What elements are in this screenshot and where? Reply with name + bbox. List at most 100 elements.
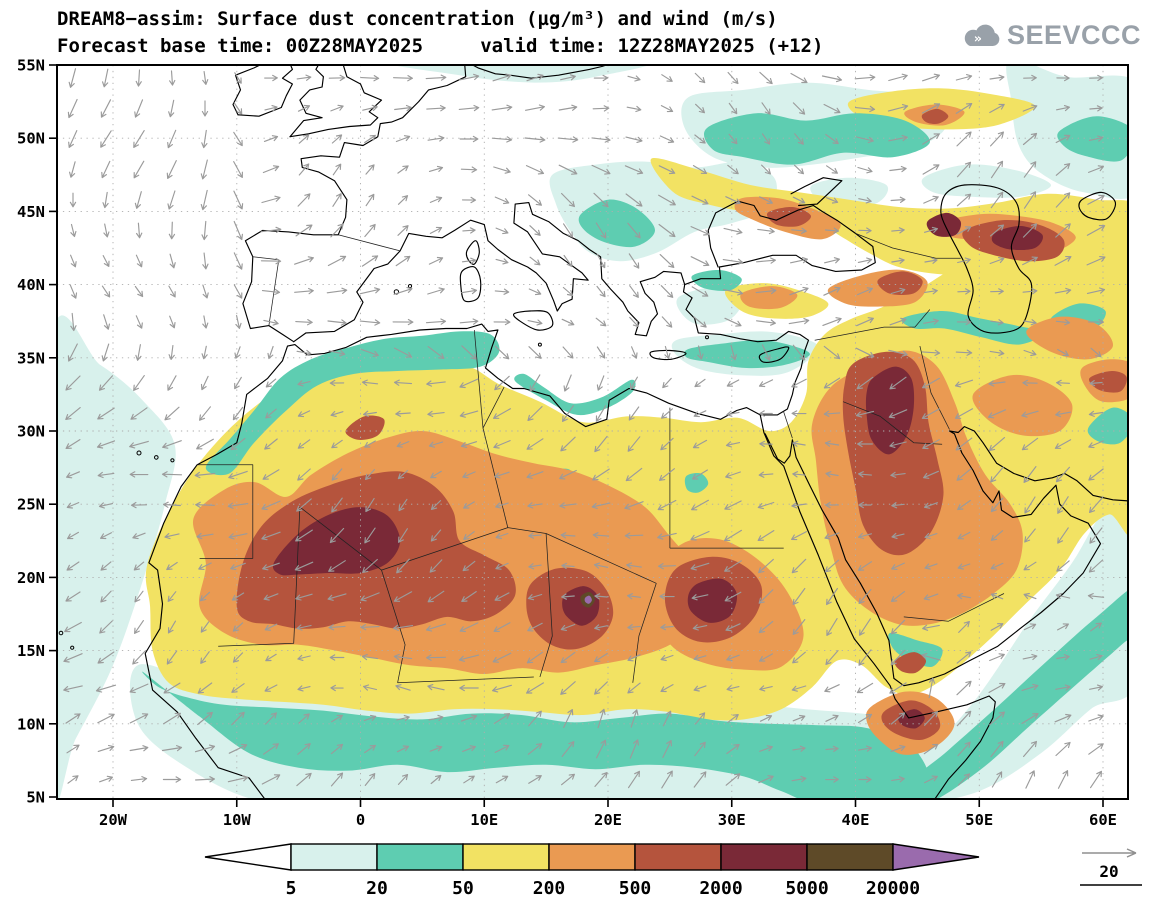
dust-fill-layer (57, 65, 1128, 799)
latitude-axis: 55N 50N 45N 40N 35N 30N 25N 20N 15N 10N 5N (17, 57, 57, 807)
lat-tick-label: 55N (17, 57, 45, 75)
coastline (759, 414, 996, 799)
lon-tick-label: 10E (470, 811, 498, 829)
dust-region-level-4 (972, 374, 1073, 437)
lat-tick-label: 10N (17, 715, 45, 733)
wind-vectors (63, 68, 1106, 789)
wind-reference: 20 (1080, 848, 1142, 886)
dust-region-level-1 (921, 164, 1052, 198)
dust-region-level-5 (345, 415, 385, 440)
coastline (512, 310, 554, 331)
cloud-chevron: » (974, 31, 982, 46)
coastline (289, 65, 383, 138)
coastline (1078, 191, 1117, 221)
dust-region-level-5 (921, 108, 949, 124)
dust-region-level-6 (865, 366, 915, 455)
colorbar-segment (720, 843, 808, 871)
country-border (218, 507, 301, 647)
colorbar-segment (806, 843, 894, 871)
colorbar-segment (376, 843, 464, 871)
lat-tick-label: 35N (17, 349, 45, 367)
coastline (758, 346, 790, 363)
dust-region-level-2 (684, 340, 810, 369)
lat-tick-label: 30N (17, 423, 45, 441)
lon-tick-label: 10W (223, 811, 252, 829)
coastline (459, 266, 482, 303)
lon-tick-label: 40E (842, 811, 870, 829)
island (70, 645, 75, 650)
dust-region-level-2 (684, 473, 709, 493)
colorbar-label: 50 (452, 878, 474, 899)
dust-region-level-5 (766, 206, 812, 227)
lon-tick-label: 20E (594, 811, 622, 829)
dust-region-level-1 (676, 287, 743, 325)
longitude-axis: 20W 10W 0 10E 20E 30E 40E 50E 60E (99, 799, 1117, 829)
colorbar-label: 20000 (866, 878, 920, 899)
country-border (381, 569, 406, 683)
coastline (144, 204, 876, 799)
map-canvas: 55N 50N 45N 40N 35N 30N 25N 20N 15N 10N 5N 20W 10W 0… (17, 57, 1129, 829)
country-border (855, 233, 961, 259)
colorbar-segment (290, 843, 378, 871)
lat-tick-label: 20N (17, 569, 45, 587)
dust-region-level-6 (272, 507, 401, 576)
dust-region-level-2 (888, 632, 943, 668)
colorbar-label: 2000 (699, 878, 742, 899)
country-border (783, 411, 793, 439)
coastline (471, 65, 609, 79)
coastline (465, 240, 480, 265)
lon-tick-label: 30E (718, 811, 746, 829)
seevccc-logo: » SEEVCCC (960, 20, 1141, 51)
wind-arrows-layer (63, 68, 1106, 789)
logo-text: SEEVCCC (1006, 20, 1141, 50)
dust-region-level-2 (1057, 116, 1128, 162)
map-frame (56, 64, 1129, 800)
lat-tick-label: 45N (17, 203, 45, 221)
island (136, 450, 142, 456)
chart-title: DREAM8−assim: Surface dust concentration… (57, 8, 778, 30)
lat-tick-label: 50N (17, 130, 45, 148)
wind-reference-value: 20 (1099, 862, 1118, 881)
coastline (764, 426, 1128, 687)
dust-region-level-6 (991, 225, 1043, 251)
coastline (707, 200, 814, 268)
colorbar-label: 20 (366, 878, 388, 899)
colorbar-left-arrow (204, 843, 292, 871)
coastline (790, 177, 843, 207)
colorbar-label: 200 (533, 878, 566, 899)
country-border (903, 593, 1005, 622)
lon-tick-label: 60E (1089, 811, 1117, 829)
dust-region-level-4 (740, 286, 798, 310)
colorbar-label: 500 (619, 878, 652, 899)
colorbar-segment (462, 843, 550, 871)
lat-tick-label: 15N (17, 642, 45, 660)
dust-region-level-2 (901, 311, 1044, 345)
wind-reference-arrow (1082, 848, 1137, 858)
colorbar-label: 5 (286, 878, 297, 899)
coastline (232, 65, 262, 116)
country-border (884, 309, 931, 328)
dust-region-level-2 (514, 373, 636, 416)
country-border (814, 326, 885, 341)
dust-region-level-2 (1087, 407, 1128, 445)
dust-region-level-1 (391, 65, 650, 83)
graticule-dotted-lines (57, 65, 1128, 799)
colorbar-label: 5000 (785, 878, 828, 899)
coastline (237, 65, 293, 117)
country-border (632, 583, 657, 683)
dust-region-level-2 (205, 331, 500, 476)
coastline (940, 184, 1033, 334)
country-border (842, 401, 943, 445)
island (170, 458, 175, 463)
dust-region-level-5 (894, 652, 927, 674)
border-layer (197, 233, 1005, 684)
graticule-layer (57, 65, 1128, 799)
island (407, 284, 413, 289)
country-border (919, 346, 950, 430)
island (154, 455, 159, 460)
lon-tick-label: 20W (99, 811, 128, 829)
island (705, 335, 709, 340)
lat-tick-label: 5N (26, 789, 45, 807)
dust-region-level-5 (877, 271, 923, 296)
country-border (482, 428, 509, 528)
